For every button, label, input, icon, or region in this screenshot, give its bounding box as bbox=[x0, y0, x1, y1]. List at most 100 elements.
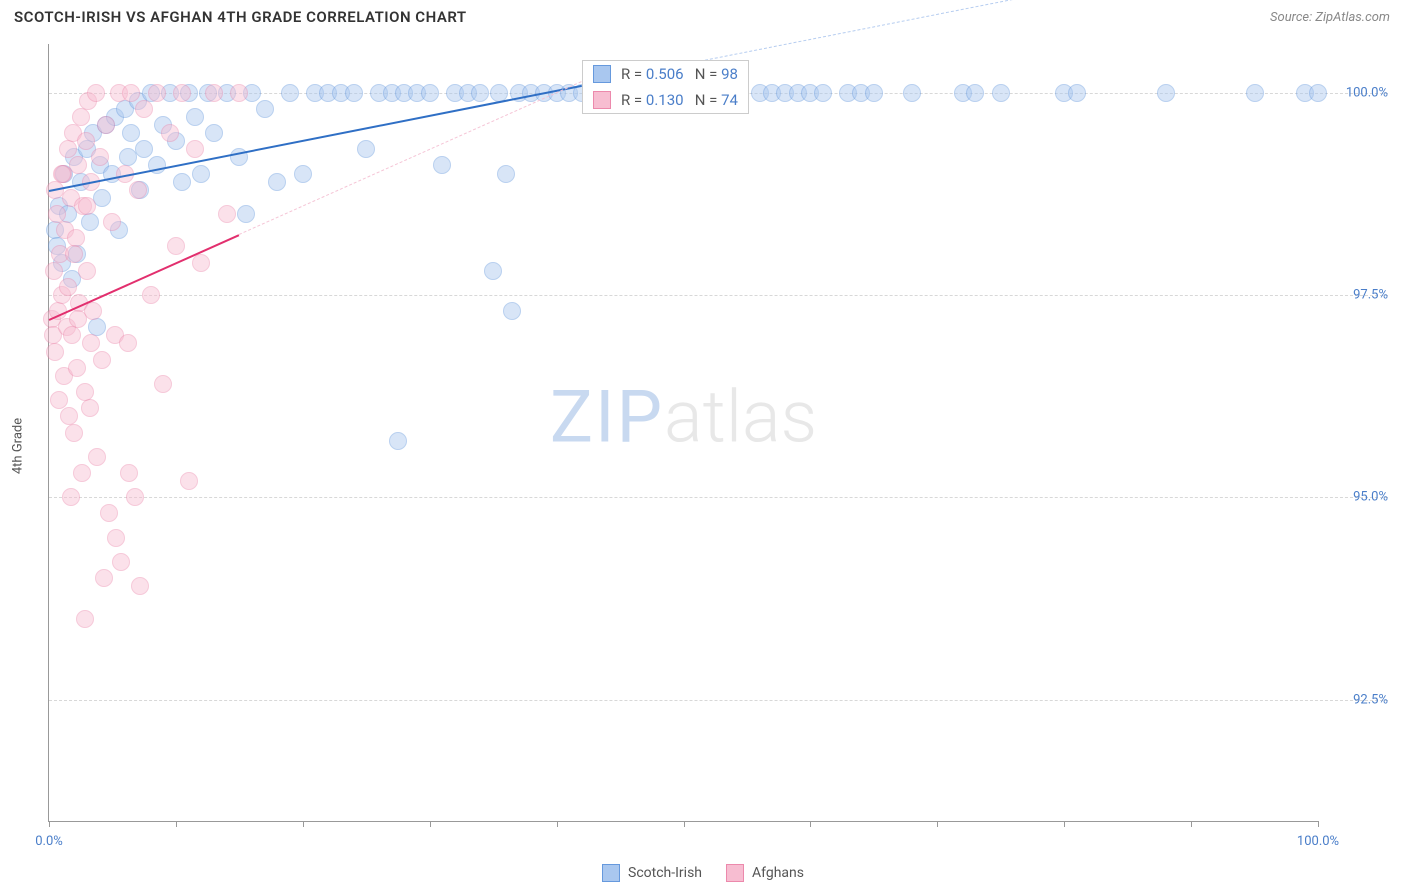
trend-line-dashed bbox=[239, 81, 582, 235]
stats-row: R = 0.130 N = 74 bbox=[583, 87, 748, 113]
scatter-point bbox=[471, 84, 489, 102]
xtick bbox=[1318, 821, 1319, 827]
scatter-point bbox=[65, 245, 83, 263]
xtick bbox=[1191, 821, 1192, 827]
scatter-point bbox=[389, 432, 407, 450]
scatter-point bbox=[48, 205, 66, 223]
scatter-point bbox=[966, 84, 984, 102]
gridline-h bbox=[49, 497, 1388, 498]
scatter-point bbox=[142, 286, 160, 304]
scatter-point bbox=[81, 213, 99, 231]
scatter-point bbox=[69, 156, 87, 174]
scatter-point bbox=[91, 148, 109, 166]
ytick-label: 97.5% bbox=[1328, 287, 1388, 302]
watermark: ZIPatlas bbox=[550, 374, 817, 459]
xtick bbox=[557, 821, 558, 827]
scatter-point bbox=[100, 504, 118, 522]
scatter-point bbox=[72, 108, 90, 126]
legend-swatch-afghans bbox=[726, 864, 744, 882]
scatter-point bbox=[294, 165, 312, 183]
scatter-point bbox=[186, 140, 204, 158]
scatter-point bbox=[65, 424, 83, 442]
scatter-point bbox=[814, 84, 832, 102]
scatter-point bbox=[497, 165, 515, 183]
xtick bbox=[303, 821, 304, 827]
scatter-point bbox=[45, 262, 63, 280]
watermark-zip: ZIP bbox=[550, 374, 664, 459]
scatter-point bbox=[503, 302, 521, 320]
xtick bbox=[937, 821, 938, 827]
scatter-point bbox=[76, 610, 94, 628]
scatter-point bbox=[218, 205, 236, 223]
scatter-point bbox=[87, 84, 105, 102]
scatter-point bbox=[78, 197, 96, 215]
chart-legend: Scotch-Irish Afghans bbox=[602, 864, 804, 882]
scatter-point bbox=[256, 100, 274, 118]
ytick-label: 100.0% bbox=[1328, 85, 1388, 100]
scatter-point bbox=[230, 84, 248, 102]
scatter-point bbox=[126, 488, 144, 506]
scatter-point bbox=[135, 100, 153, 118]
scatter-point bbox=[112, 553, 130, 571]
legend-item-afghans: Afghans bbox=[726, 864, 804, 882]
chart-plot-area: ZIPatlas 92.5%95.0%97.5%100.0%0.0%100.0%… bbox=[48, 44, 1318, 822]
scatter-point bbox=[78, 262, 96, 280]
scatter-point bbox=[992, 84, 1010, 102]
stats-swatch bbox=[593, 65, 611, 83]
scatter-point bbox=[129, 181, 147, 199]
scatter-point bbox=[68, 359, 86, 377]
legend-swatch-scotch-irish bbox=[602, 864, 620, 882]
xtick bbox=[810, 821, 811, 827]
scatter-point bbox=[865, 84, 883, 102]
scatter-point bbox=[205, 124, 223, 142]
scatter-point bbox=[63, 326, 81, 344]
scatter-point bbox=[50, 391, 68, 409]
scatter-point bbox=[1309, 84, 1327, 102]
chart-header: SCOTCH-IRISH VS AFGHAN 4TH GRADE CORRELA… bbox=[0, 0, 1406, 30]
scatter-point bbox=[62, 488, 80, 506]
gridline-h bbox=[49, 295, 1388, 296]
chart-title: SCOTCH-IRISH VS AFGHAN 4TH GRADE CORRELA… bbox=[14, 8, 467, 26]
xtick bbox=[430, 821, 431, 827]
scatter-point bbox=[81, 399, 99, 417]
scatter-point bbox=[192, 165, 210, 183]
scatter-point bbox=[122, 124, 140, 142]
scatter-point bbox=[88, 448, 106, 466]
stats-text: R = 0.506 N = 98 bbox=[621, 65, 738, 83]
stats-text: R = 0.130 N = 74 bbox=[621, 91, 738, 109]
stats-box: R = 0.506 N = 98 R = 0.130 N = 74 bbox=[582, 60, 749, 114]
scatter-point bbox=[357, 140, 375, 158]
stats-row: R = 0.506 N = 98 bbox=[583, 61, 748, 87]
scatter-point bbox=[1068, 84, 1086, 102]
scatter-point bbox=[103, 213, 121, 231]
legend-label-scotch-irish: Scotch-Irish bbox=[628, 865, 702, 881]
xtick bbox=[176, 821, 177, 827]
scatter-point bbox=[180, 472, 198, 490]
scatter-point bbox=[281, 84, 299, 102]
scatter-point bbox=[345, 84, 363, 102]
scatter-point bbox=[107, 529, 125, 547]
scatter-point bbox=[1157, 84, 1175, 102]
scatter-point bbox=[59, 140, 77, 158]
scatter-point bbox=[46, 343, 64, 361]
scatter-point bbox=[268, 173, 286, 191]
scatter-point bbox=[186, 108, 204, 126]
scatter-point bbox=[82, 334, 100, 352]
scatter-point bbox=[421, 84, 439, 102]
legend-item-scotch-irish: Scotch-Irish bbox=[602, 864, 702, 882]
scatter-point bbox=[484, 262, 502, 280]
chart-source: Source: ZipAtlas.com bbox=[1270, 10, 1390, 25]
scatter-point bbox=[433, 156, 451, 174]
scatter-point bbox=[93, 351, 111, 369]
scatter-point bbox=[119, 148, 137, 166]
scatter-point bbox=[122, 84, 140, 102]
gridline-h bbox=[49, 700, 1388, 701]
xtick-label: 0.0% bbox=[35, 834, 63, 849]
scatter-point bbox=[73, 464, 91, 482]
xtick-label: 100.0% bbox=[1297, 834, 1339, 849]
scatter-point bbox=[69, 310, 87, 328]
scatter-point bbox=[167, 237, 185, 255]
ytick-label: 95.0% bbox=[1328, 490, 1388, 505]
scatter-point bbox=[77, 132, 95, 150]
scatter-point bbox=[53, 165, 71, 183]
